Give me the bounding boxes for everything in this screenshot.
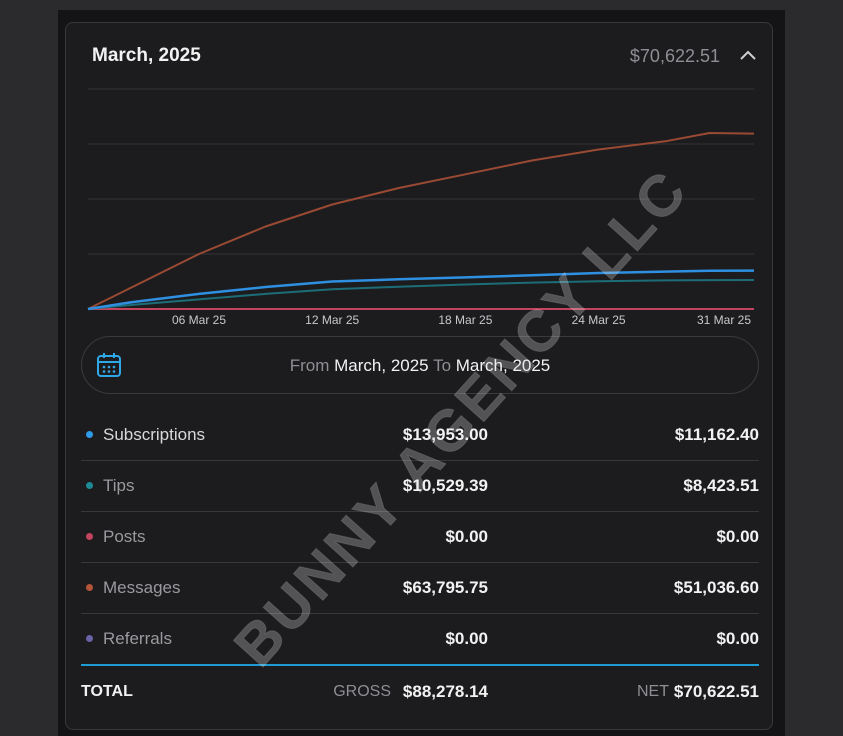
row-net: $11,162.40 [674,425,759,444]
from-value[interactable]: March, 2025 [334,356,429,375]
row-posts: Posts $0.00 $0.00 [81,512,759,563]
x-tick-label: 12 Mar 25 [305,313,359,327]
total-label: TOTAL [81,683,133,700]
series-line-tips [87,279,755,310]
row-tips: Tips $10,529.39 $8,423.51 [81,461,759,512]
row-subscriptions: Subscriptions $13,953.00 $11,162.40 [81,410,759,461]
earnings-line-chart: 06 Mar 25 12 Mar 25 18 Mar 25 24 Mar 25 31 M… [87,88,755,327]
series-line-subscriptions [87,269,755,311]
row-gross: $0.00 [445,629,488,648]
row-gross: $0.00 [445,527,488,546]
legend-dot [86,635,93,642]
row-net: $51,036.60 [673,578,759,597]
earnings-card: March, 2025 $70,622.51 06 Mar 25 12 Mar 2… [65,22,773,730]
net-total: $70,622.51 [673,682,759,701]
legend-dot [86,533,93,540]
row-net: $0.00 [716,629,759,648]
legend-dot [86,431,93,438]
from-label: From [289,356,330,375]
row-label: Messages [103,578,181,597]
row-label: Subscriptions [103,425,206,444]
gross-total: $88,278.14 [402,682,488,701]
date-range-picker[interactable]: From March, 2025 To March, 2025 [81,336,759,394]
legend-dot [86,584,93,591]
row-gross: $63,795.75 [402,578,488,597]
chevron-up-icon[interactable] [738,47,758,63]
x-tick-label: 31 Mar 25 [697,313,751,327]
to-label: To [433,356,452,375]
row-net: $8,423.51 [683,476,759,495]
gross-label: GROSS [333,683,391,700]
card-header[interactable]: March, 2025 $70,622.51 [66,23,772,87]
series-line-messages [87,132,755,310]
row-referrals: Referrals $0.00 $0.00 [81,614,759,666]
calendar-icon[interactable] [96,352,122,378]
row-net: $0.00 [716,527,759,546]
month-title: March, 2025 [92,45,201,66]
x-tick-label: 24 Mar 25 [572,313,626,327]
row-gross: $13,953.00 [402,425,488,444]
earnings-breakdown: Subscriptions $13,953.00 $11,162.40 Tips… [81,410,759,718]
header-total: $70,622.51 [629,46,720,66]
x-tick-label: 06 Mar 25 [172,313,226,327]
row-label: Posts [103,527,146,546]
legend-dot [86,482,93,489]
date-range-text: From March, 2025 To March, 2025 [82,356,758,376]
net-label: NET [637,683,669,700]
row-label: Tips [103,476,135,495]
x-tick-label: 18 Mar 25 [438,313,492,327]
row-gross: $10,529.39 [402,476,488,495]
total-row: TOTAL GROSS $88,278.14 NET $70,622.51 [81,666,759,718]
row-label: Referrals [103,629,172,648]
to-value[interactable]: March, 2025 [455,356,551,375]
row-messages: Messages $63,795.75 $51,036.60 [81,563,759,614]
